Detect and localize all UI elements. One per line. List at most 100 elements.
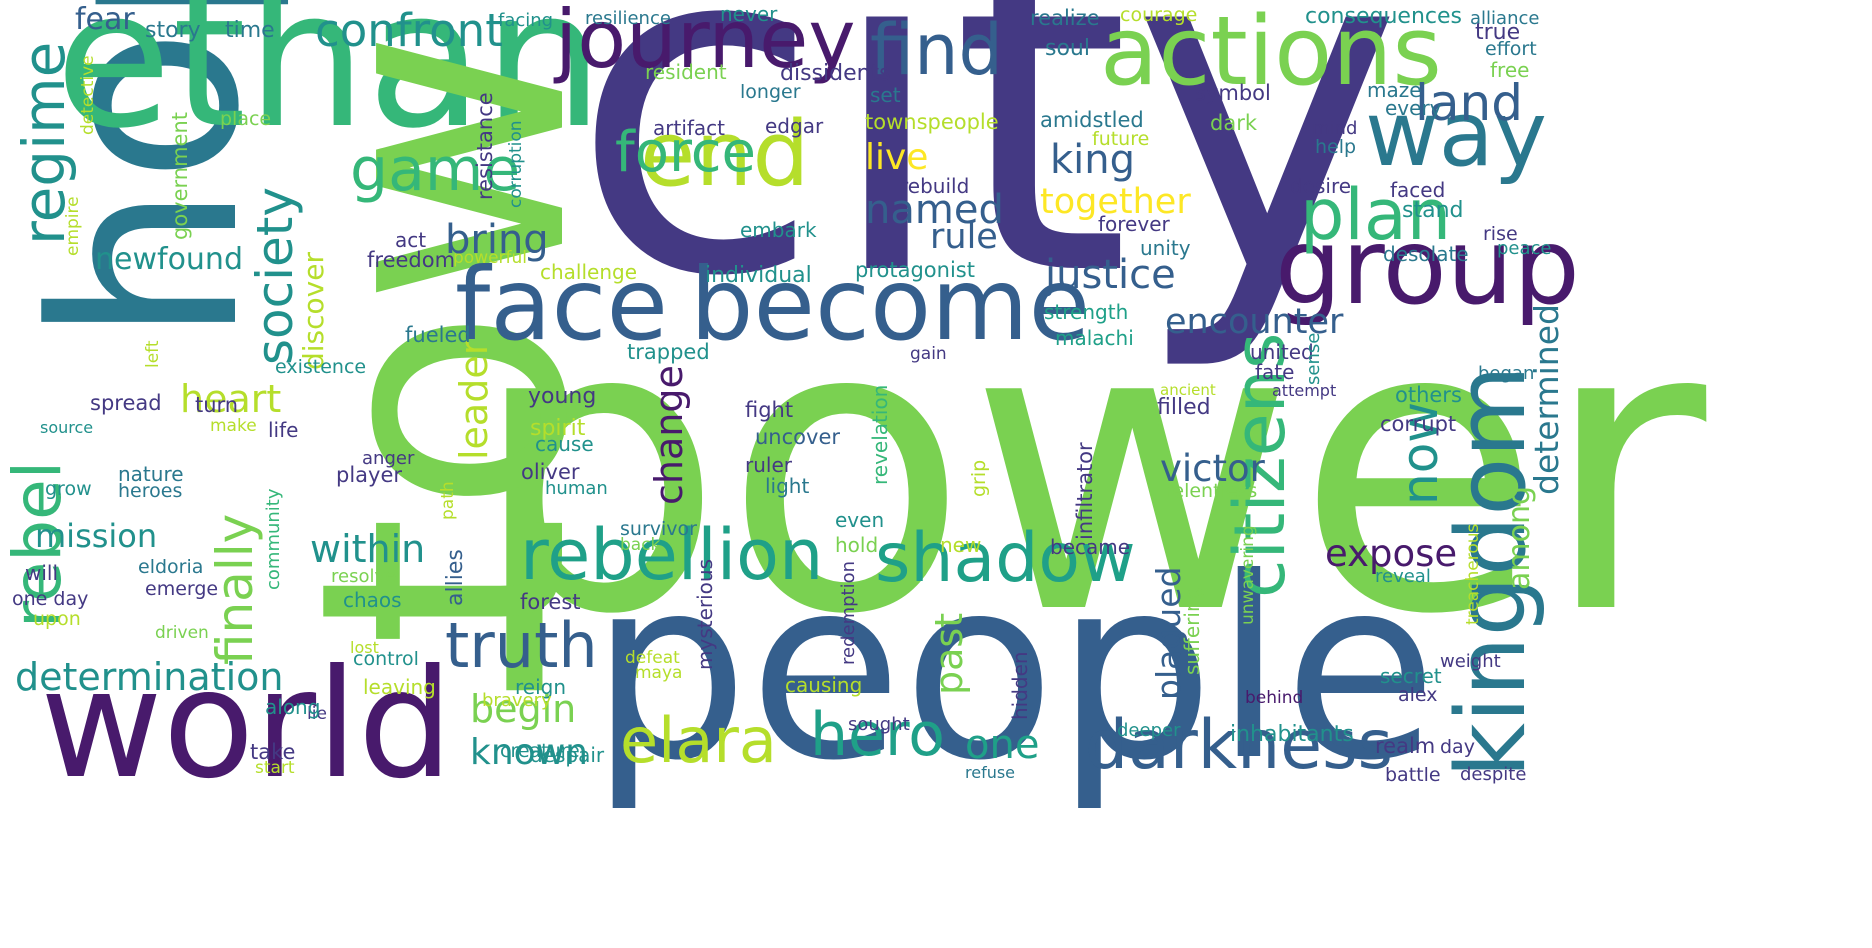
word-mysterious: mysterious	[693, 559, 717, 670]
word-forever: forever	[1098, 212, 1170, 236]
word-back: back	[620, 535, 661, 555]
word-effort: effort	[1485, 38, 1537, 60]
word-protagonist: protagonist	[855, 258, 975, 282]
word-lost: lost	[350, 638, 379, 657]
word-help: help	[1315, 136, 1357, 158]
word-detective: detective	[78, 55, 98, 135]
word-forest: forest	[520, 590, 581, 614]
word-embark: embark	[740, 218, 817, 242]
word-heroes: heroes	[118, 480, 183, 502]
word-future: future	[1092, 128, 1150, 150]
word-victor: victor	[1160, 447, 1265, 490]
word-peace: peace	[1497, 238, 1552, 259]
word-longer: longer	[740, 81, 801, 103]
word-change: change	[647, 365, 691, 505]
word-will: will	[25, 561, 59, 585]
word-within: within	[310, 527, 426, 571]
word-actions: actions	[1100, 0, 1442, 107]
word-lie: lie	[307, 704, 327, 724]
word-oliver: oliver	[521, 460, 580, 484]
word-challenge: challenge	[540, 260, 638, 284]
word-fear: fear	[75, 2, 135, 37]
word-elara: elara	[620, 704, 777, 777]
word-dissidents: dissidents	[780, 61, 891, 86]
word-united: united	[1250, 340, 1314, 364]
word-suffering: suffering	[1180, 586, 1204, 675]
word-become: become	[690, 246, 1091, 363]
word-power: power	[470, 237, 1707, 702]
word-nature: nature	[118, 462, 184, 486]
word-defeat: defeat	[625, 648, 680, 668]
word-heart: heart	[180, 377, 282, 421]
word-place: place	[220, 108, 272, 130]
word-despair: despair	[530, 743, 605, 767]
word-never: never	[720, 2, 778, 26]
word-life: life	[268, 418, 299, 442]
word-deeper: deeper	[1117, 720, 1181, 741]
word-empire: empire	[63, 196, 83, 256]
word-gain: gain	[910, 344, 947, 364]
word-townspeople: townspeople	[865, 110, 999, 134]
word-king: king	[1050, 137, 1136, 183]
word-inhabitants: inhabitants	[1230, 722, 1354, 747]
word-young: young	[528, 384, 597, 409]
word-world: world	[40, 638, 454, 812]
word-desolate: desolate	[1383, 242, 1469, 266]
word-newfound: newfound	[95, 242, 243, 277]
word-player: player	[336, 463, 403, 487]
word-set: set	[870, 83, 901, 107]
word-resilience: resilience	[585, 8, 671, 29]
word-find: find	[870, 9, 1003, 91]
word-began: began	[1478, 363, 1535, 384]
word-grip: grip	[968, 459, 990, 497]
word-live: live	[865, 137, 929, 178]
word-maya: maya	[635, 663, 683, 683]
word-refuse: refuse	[965, 763, 1016, 782]
word-redemption: redemption	[838, 560, 859, 665]
word-unwavering: unwavering	[1238, 525, 1258, 625]
word-confront: confront	[315, 4, 503, 57]
word-together: together	[1040, 182, 1191, 222]
word-freedom: freedom	[367, 248, 456, 272]
word-chaos: chaos	[343, 588, 402, 612]
word-trapped: trapped	[627, 340, 710, 364]
word-courage: courage	[1120, 4, 1198, 26]
word-truth: truth	[445, 609, 598, 682]
word-sense: sense	[1303, 332, 1324, 385]
word-free: free	[1490, 58, 1530, 82]
word-resident: resident	[645, 60, 727, 84]
word-resistance: resistance	[473, 92, 497, 200]
word-community: community	[263, 488, 284, 590]
word-make: make	[210, 416, 257, 436]
word-reign: reign	[515, 675, 567, 699]
word-became: became	[1050, 535, 1131, 559]
word-day: day	[1440, 736, 1475, 758]
word-sought: sought	[848, 714, 910, 735]
word-bravery: bravery	[482, 690, 552, 711]
word-leader: leader	[452, 339, 496, 460]
word-group: group	[1275, 206, 1580, 328]
word-individual: individual	[705, 263, 812, 288]
word-strength: strength	[1044, 300, 1129, 324]
word-society: society	[246, 187, 304, 365]
word-true: true	[1475, 20, 1521, 45]
word-city: city	[570, 0, 1404, 377]
word-every: every	[1385, 96, 1442, 120]
word-realm: realm	[1375, 734, 1436, 758]
word-among: among	[1502, 485, 1537, 590]
word-dark: dark	[1210, 111, 1257, 135]
word-turn: turn	[195, 393, 239, 417]
word-treacherous: treacherous	[1463, 523, 1483, 625]
word-story: story	[145, 18, 201, 43]
word-new: new	[940, 533, 982, 557]
word-soul: soul	[1045, 36, 1090, 61]
word-emerge: emerge	[145, 578, 219, 600]
word-upon: upon	[33, 608, 81, 630]
word-reveal: reveal	[1375, 566, 1431, 587]
word-survivor: survivor	[620, 518, 697, 540]
word-determined: determined	[1527, 304, 1566, 495]
word-act: act	[395, 228, 427, 252]
word-justice: justice	[1045, 252, 1176, 298]
word-leaving: leaving	[363, 675, 436, 699]
word-named: named	[865, 187, 1004, 233]
